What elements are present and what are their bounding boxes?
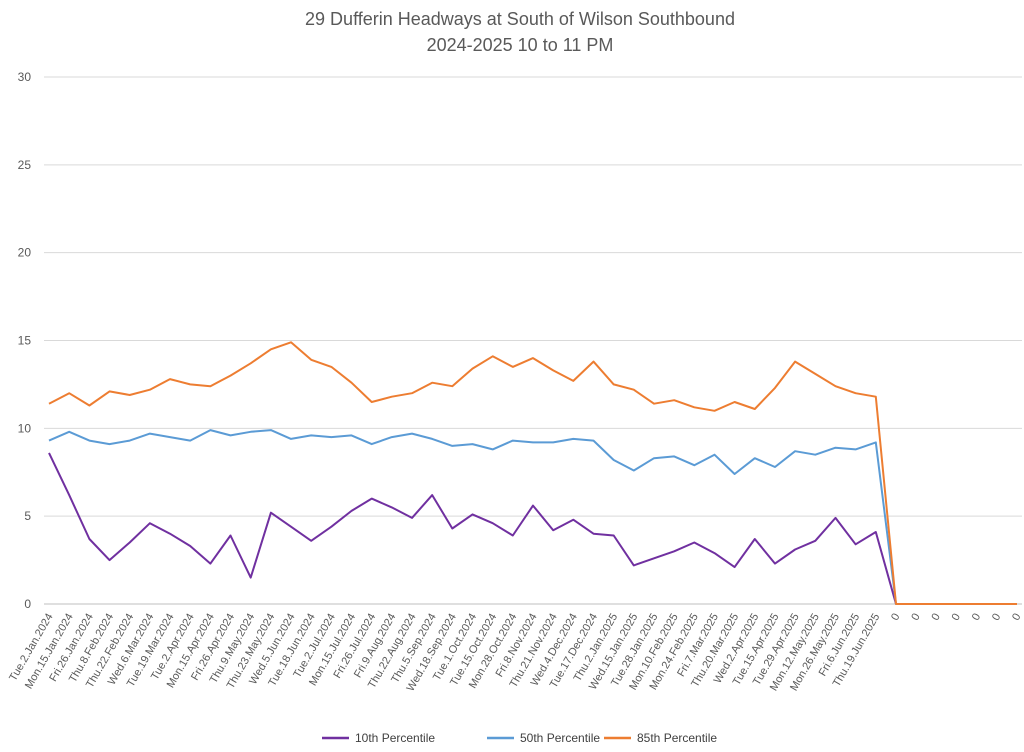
series-line-3 <box>48 341 1017 605</box>
y-tick-label: 20 <box>18 246 32 260</box>
chart-title: 29 Dufferin Headways at South of Wilson … <box>305 9 735 29</box>
y-tick-label: 5 <box>24 509 31 523</box>
x-tick-label: 0 <box>1010 612 1023 623</box>
x-tick-label: 0 <box>929 612 942 623</box>
series-line-1 <box>48 452 1017 605</box>
series-line-2 <box>48 429 1017 605</box>
legend-label-1: 10th Percentile <box>355 731 435 745</box>
x-axis-ticks: Tue.2.Jan.2024Mon.15.Jan.2024Fri.26.Jan.… <box>7 612 1023 694</box>
y-axis-ticks: 0 5 10 15 20 25 30 <box>18 70 32 611</box>
legend-label-2: 50th Percentile <box>520 731 600 745</box>
legend: 10th Percentile 50th Percentile 85th Perce… <box>322 731 717 745</box>
chart-subtitle: 2024-2025 10 to 11 PM <box>427 35 614 55</box>
y-tick-label: 0 <box>24 597 31 611</box>
x-tick-label: 0 <box>970 612 983 623</box>
y-tick-label: 30 <box>18 70 32 84</box>
legend-label-3: 85th Percentile <box>637 731 717 745</box>
x-tick-label: 0 <box>950 612 963 623</box>
y-tick-label: 15 <box>18 334 32 348</box>
x-tick-label: 0 <box>909 612 922 623</box>
gridlines <box>44 76 1022 605</box>
y-tick-label: 10 <box>18 421 32 435</box>
x-tick-label: 0 <box>990 612 1003 623</box>
y-tick-label: 25 <box>18 158 32 172</box>
x-tick-label: 0 <box>889 612 902 623</box>
series-lines <box>48 341 1017 605</box>
